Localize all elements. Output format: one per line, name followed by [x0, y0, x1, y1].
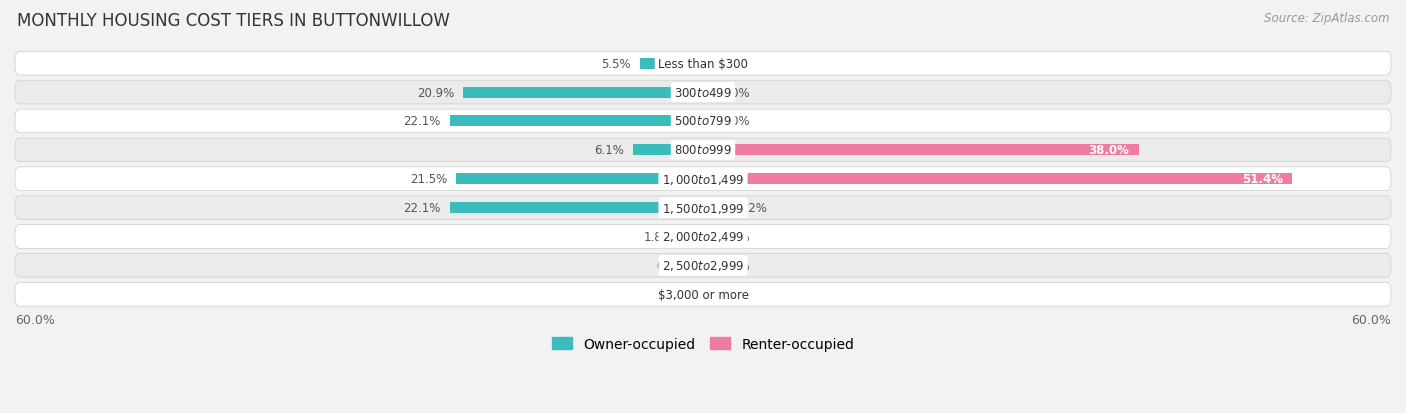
Text: 22.1%: 22.1% [404, 115, 440, 128]
Text: 60.0%: 60.0% [15, 313, 55, 326]
Bar [457, 174, 703, 185]
FancyBboxPatch shape [15, 52, 1391, 76]
Text: 0.0%: 0.0% [720, 230, 749, 243]
Text: $1,000 to $1,499: $1,000 to $1,499 [662, 172, 744, 186]
Text: 0.0%: 0.0% [657, 288, 686, 301]
Bar [450, 203, 703, 214]
Text: $1,500 to $1,999: $1,500 to $1,999 [662, 201, 744, 215]
Bar [703, 174, 1292, 185]
FancyBboxPatch shape [15, 225, 1391, 249]
Text: $500 to $799: $500 to $799 [673, 115, 733, 128]
Text: 0.0%: 0.0% [720, 115, 749, 128]
Text: Less than $300: Less than $300 [658, 57, 748, 71]
Text: 0.0%: 0.0% [657, 259, 686, 272]
Bar [703, 145, 1139, 156]
Text: 21.5%: 21.5% [411, 173, 447, 186]
Text: 51.4%: 51.4% [1243, 173, 1284, 186]
Bar [464, 88, 703, 98]
Text: $800 to $999: $800 to $999 [673, 144, 733, 157]
Text: 20.9%: 20.9% [418, 86, 454, 100]
Text: $300 to $499: $300 to $499 [673, 86, 733, 100]
Text: 6.1%: 6.1% [593, 144, 624, 157]
Text: 60.0%: 60.0% [1351, 313, 1391, 326]
Bar [450, 116, 703, 127]
FancyBboxPatch shape [15, 81, 1391, 104]
Text: 38.0%: 38.0% [1088, 144, 1129, 157]
FancyBboxPatch shape [15, 139, 1391, 162]
Legend: Owner-occupied, Renter-occupied: Owner-occupied, Renter-occupied [546, 332, 860, 356]
Text: 5.5%: 5.5% [602, 57, 631, 71]
Text: 1.8%: 1.8% [644, 230, 673, 243]
Text: $3,000 or more: $3,000 or more [658, 288, 748, 301]
Text: Source: ZipAtlas.com: Source: ZipAtlas.com [1264, 12, 1389, 25]
Text: 0.0%: 0.0% [720, 86, 749, 100]
Text: 0.0%: 0.0% [720, 57, 749, 71]
FancyBboxPatch shape [15, 254, 1391, 278]
Bar [640, 59, 703, 69]
FancyBboxPatch shape [15, 196, 1391, 220]
Text: MONTHLY HOUSING COST TIERS IN BUTTONWILLOW: MONTHLY HOUSING COST TIERS IN BUTTONWILL… [17, 12, 450, 30]
Text: 22.1%: 22.1% [404, 202, 440, 215]
FancyBboxPatch shape [15, 110, 1391, 133]
FancyBboxPatch shape [15, 283, 1391, 306]
Bar [633, 145, 703, 156]
Text: $2,500 to $2,999: $2,500 to $2,999 [662, 259, 744, 273]
Bar [703, 203, 728, 214]
Text: 0.0%: 0.0% [720, 259, 749, 272]
Text: $2,000 to $2,499: $2,000 to $2,499 [662, 230, 744, 244]
Text: 0.0%: 0.0% [720, 288, 749, 301]
FancyBboxPatch shape [15, 167, 1391, 191]
Bar [682, 231, 703, 242]
Text: 2.2%: 2.2% [737, 202, 768, 215]
